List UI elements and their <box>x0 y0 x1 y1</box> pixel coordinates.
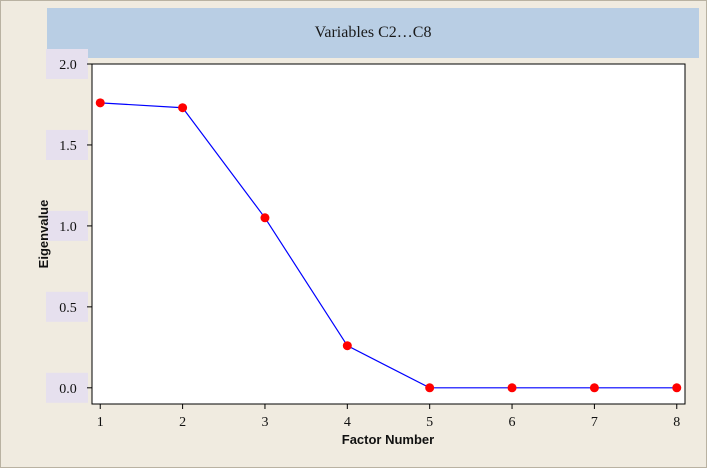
x-tick-label: 3 <box>261 415 268 430</box>
x-tick-label: 5 <box>426 415 433 430</box>
y-tick-label: 2.0 <box>59 58 77 73</box>
data-point <box>507 383 517 393</box>
data-point <box>342 341 352 351</box>
data-point <box>589 383 599 393</box>
y-tick-label-bg <box>46 210 88 241</box>
y-tick-label: 1.0 <box>59 220 77 235</box>
plot-area <box>91 63 686 405</box>
y-tick-label-bg <box>46 291 88 322</box>
y-tick-label-bg <box>46 372 88 403</box>
y-tick-label: 0.5 <box>59 301 77 316</box>
x-tick-label: 6 <box>509 415 516 430</box>
y-axis-title: Eigenvalue <box>36 200 51 269</box>
x-tick-label: 4 <box>344 415 351 430</box>
eigenvalue-line <box>100 102 677 389</box>
data-point <box>95 98 105 108</box>
x-axis-title: Factor Number <box>342 432 434 447</box>
x-tick-label: 1 <box>97 415 104 430</box>
x-tick-label: 2 <box>179 415 186 430</box>
x-tick-label: 7 <box>591 415 598 430</box>
chart-title: Variables C2…C8 <box>314 24 432 41</box>
chart-title-bar: Variables C2…C8 <box>47 8 699 58</box>
y-tick-label-bg <box>46 129 88 160</box>
data-point <box>260 213 270 223</box>
x-tick-label: 8 <box>673 415 680 430</box>
data-point <box>672 383 682 393</box>
data-point <box>425 383 435 393</box>
y-tick-label: 1.5 <box>59 139 77 154</box>
y-tick-label: 0.0 <box>59 382 77 397</box>
y-tick-label-bg <box>46 49 88 79</box>
data-point <box>178 103 188 113</box>
